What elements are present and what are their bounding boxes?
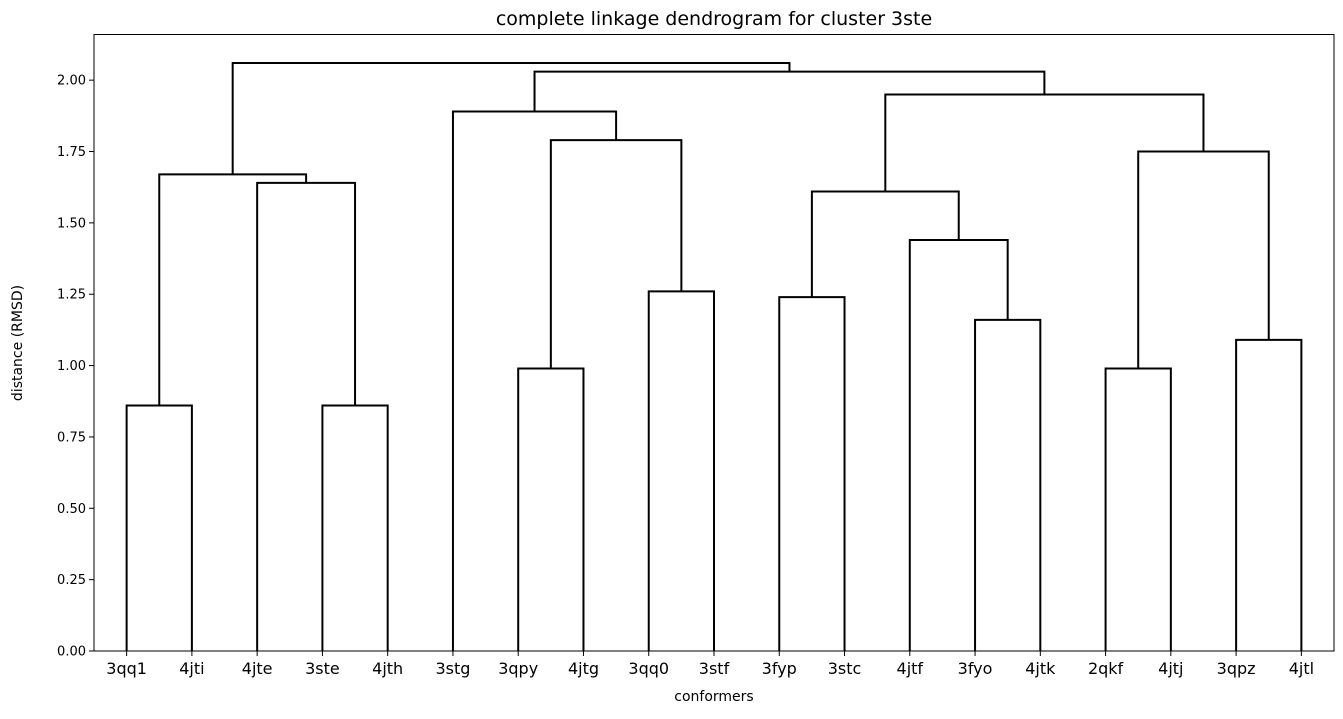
- leaf-label-3qpy: 3qpy: [498, 659, 538, 678]
- leaf-label-3stf: 3stf: [699, 659, 730, 678]
- y-axis-ticks: 0.00 0.25 0.50 0.75 1.00 1.25 1.50 1.75 2.00: [57, 74, 94, 660]
- y-tick-label: 1.25: [57, 288, 86, 303]
- leaf-label-4jtf: 4jtf: [897, 659, 924, 678]
- dendrogram-links: [125, 62, 1303, 651]
- dendrogram-link-8: [778, 296, 846, 651]
- y-tick-label: 2.00: [57, 74, 86, 89]
- dendrogram-link-14: [1137, 150, 1270, 369]
- leaf-label-3fyp: 3fyp: [762, 659, 797, 678]
- dendrogram-link-17: [231, 62, 791, 175]
- dendrogram-link-5: [647, 290, 715, 651]
- leaf-label-4jti: 4jti: [179, 659, 204, 678]
- dendrogram-link-1: [321, 404, 389, 651]
- y-tick-label: 1.50: [57, 216, 86, 231]
- leaf-label-3qq1: 3qq1: [106, 659, 147, 678]
- dendrogram-link-11: [810, 190, 960, 298]
- dendrogram-link-9: [974, 318, 1042, 651]
- leaf-label-4jtj: 4jtj: [1158, 659, 1183, 678]
- leaf-label-4jte: 4jte: [242, 659, 273, 678]
- dendrogram-link-2: [256, 181, 357, 651]
- x-axis-label: conformers: [674, 689, 753, 705]
- dendrogram-link-3: [158, 173, 308, 406]
- leaf-label-3stc: 3stc: [828, 659, 862, 678]
- plot-frame: [93, 34, 1335, 652]
- leaf-label-3fyo: 3fyo: [958, 659, 993, 678]
- dendrogram-link-4: [517, 367, 585, 651]
- leaf-label-3qpz: 3qpz: [1217, 659, 1256, 678]
- dendrogram-link-6: [549, 139, 683, 369]
- leaf-label-4jth: 4jth: [372, 659, 403, 678]
- y-tick-label: 0.50: [57, 502, 86, 517]
- leaf-label-2qkf: 2qkf: [1088, 659, 1124, 678]
- leaf-label-3qq0: 3qq0: [628, 659, 669, 678]
- y-tick-label: 0.75: [57, 430, 86, 445]
- y-tick-label: 0.25: [57, 573, 86, 588]
- dendrogram-link-10: [908, 239, 1009, 651]
- leaf-label-4jtg: 4jtg: [568, 659, 599, 678]
- y-tick-label: 1.75: [57, 145, 86, 160]
- y-axis-label: distance (RMSD): [10, 285, 26, 401]
- dendrogram-link-0: [125, 404, 193, 651]
- dendrogram-link-15: [884, 93, 1205, 192]
- leaf-label-3stg: 3stg: [435, 659, 470, 678]
- leaf-label-4jtl: 4jtl: [1289, 659, 1314, 678]
- x-axis-ticks: 3qq1 4jti 4jte 3ste 4jth 3stg 3qpy 4jtg 3qq0 3stf…: [106, 651, 1314, 678]
- y-tick-label: 1.00: [57, 359, 86, 374]
- dendrogram-link-7: [451, 110, 618, 651]
- leaf-label-4jtk: 4jtk: [1025, 659, 1056, 678]
- chart-title: complete linkage dendrogram for cluster …: [496, 8, 932, 30]
- dendrogram-link-16: [533, 70, 1046, 112]
- leaf-label-3ste: 3ste: [305, 659, 340, 678]
- y-tick-label: 0.00: [57, 645, 86, 660]
- dendrogram-link-12: [1104, 367, 1172, 651]
- dendrogram-link-13: [1235, 338, 1303, 651]
